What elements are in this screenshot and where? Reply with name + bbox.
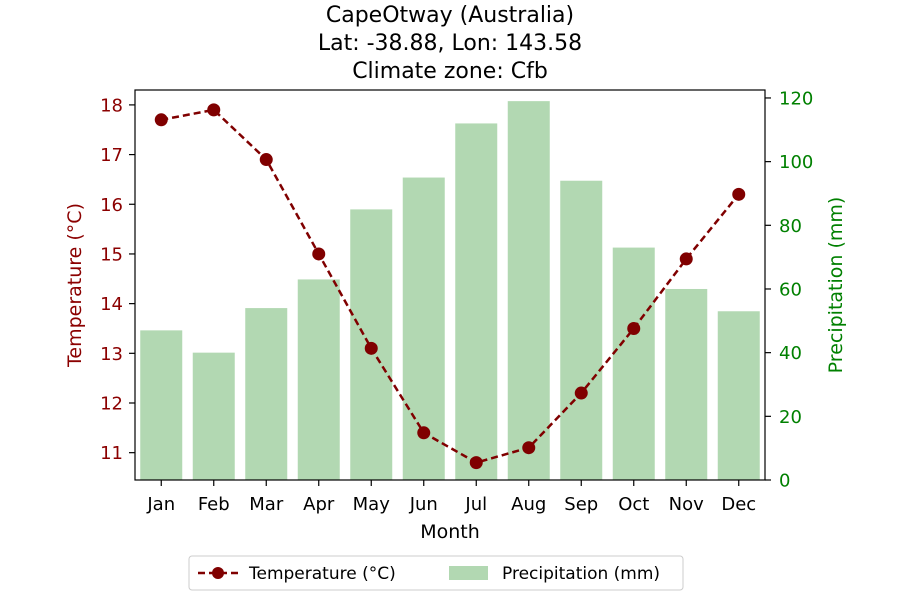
x-axis: Jan Feb Mar Apr May Jun Jul Aug Sep Oct Nov Dec <box>146 480 756 515</box>
left-axis-tick-label: 16 <box>100 195 123 216</box>
precipitation-bar <box>507 101 550 480</box>
chart-title: CapeOtway (Australia) Lat: -38.88, Lon: … <box>318 3 582 84</box>
right-axis-tick-label: 40 <box>779 343 802 364</box>
left-axis-tick-label: 13 <box>100 344 123 365</box>
left-axis-tick-label: 12 <box>100 393 123 414</box>
precipitation-bar <box>455 123 498 481</box>
left-axis-tick-label: 18 <box>100 95 123 116</box>
precipitation-bar <box>297 279 340 480</box>
precipitation-bar <box>140 330 183 480</box>
legend-temperature-marker-icon <box>212 567 224 579</box>
precipitation-bar <box>245 308 288 480</box>
left-axis-tick-label: 14 <box>100 294 123 315</box>
x-axis-tick-label: Mar <box>249 494 284 515</box>
precipitation-bar <box>612 247 655 480</box>
title-line-2: Lat: -38.88, Lon: 143.58 <box>318 31 582 56</box>
x-axis-tick-label: Jan <box>146 494 175 515</box>
legend: Temperature (°C) Precipitation (mm) <box>188 555 684 591</box>
temperature-point <box>469 456 483 470</box>
temperature-point <box>207 103 221 117</box>
temperature-point <box>312 247 326 261</box>
right-axis-tick-label: 100 <box>779 152 813 173</box>
precipitation-bar <box>192 352 235 480</box>
temperature-point <box>364 341 378 355</box>
precipitation-bars <box>140 101 760 481</box>
right-axis-tick-label: 0 <box>779 471 790 492</box>
temperature-point <box>627 321 641 335</box>
precipitation-bar <box>665 288 708 480</box>
x-axis-tick-label: Feb <box>198 494 230 515</box>
temperature-line <box>154 103 746 470</box>
temperature-series-line <box>161 108 740 464</box>
title-line-3: Climate zone: Cfb <box>352 59 548 84</box>
x-axis-tick-label: Aug <box>511 494 546 515</box>
temperature-point <box>732 187 746 201</box>
right-axis-tick-label: 20 <box>779 407 802 428</box>
temperature-point <box>417 426 431 440</box>
right-axis-tick-label: 80 <box>779 216 802 237</box>
x-axis-tick-label: Jul <box>464 494 487 515</box>
left-axis-tick-label: 11 <box>100 443 123 464</box>
right-axis-tick-label: 60 <box>779 279 802 300</box>
x-axis-tick-label: Nov <box>669 494 704 515</box>
right-axis-tick-label: 120 <box>779 88 813 109</box>
x-axis-label: Month <box>420 521 480 543</box>
left-axis: 11 12 13 14 15 16 17 18 <box>100 95 135 464</box>
title-line-1: CapeOtway (Australia) <box>326 3 574 28</box>
x-axis-tick-label: Jun <box>409 494 438 515</box>
temperature-point <box>522 441 536 455</box>
legend-precipitation-swatch-icon <box>449 566 488 580</box>
legend-precipitation-label: Precipitation (mm) <box>502 564 660 584</box>
temperature-point <box>154 113 168 127</box>
precipitation-bar <box>560 180 603 481</box>
right-axis-label: Precipitation (mm) <box>825 197 847 374</box>
legend-frame <box>188 555 684 591</box>
x-axis-tick-label: Apr <box>303 494 335 515</box>
temperature-point <box>679 252 693 266</box>
temperature-point <box>574 386 588 400</box>
legend-temperature-label: Temperature (°C) <box>248 564 396 584</box>
right-axis: 0 20 40 60 80 100 120 <box>765 88 813 492</box>
x-axis-tick-label: Dec <box>721 494 756 515</box>
x-axis-tick-label: Sep <box>564 494 598 515</box>
left-axis-tick-label: 17 <box>100 145 123 166</box>
x-axis-tick-label: May <box>353 494 391 515</box>
left-axis-label: Temperature (°C) <box>64 203 86 368</box>
x-axis-tick-label: Oct <box>618 494 649 515</box>
temperature-point <box>259 153 273 167</box>
precipitation-bar <box>717 311 760 480</box>
left-axis-tick-label: 15 <box>100 244 123 265</box>
plot-frame <box>134 89 766 481</box>
